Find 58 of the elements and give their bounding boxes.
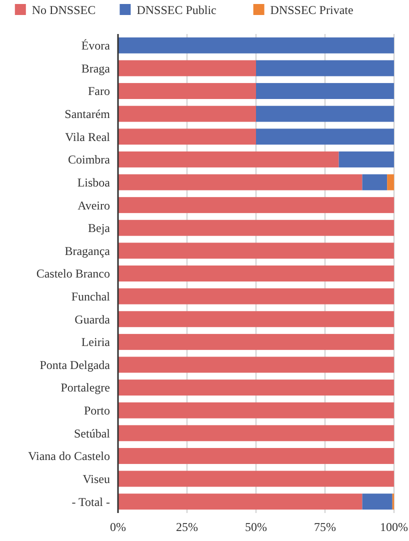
y-tick-label: Braga	[81, 61, 111, 76]
x-tick-label: 25%	[176, 520, 198, 534]
bar	[118, 220, 394, 236]
bar	[256, 106, 394, 122]
bar	[118, 37, 394, 54]
bar	[387, 174, 394, 190]
y-tick-label: Ponta Delgada	[40, 358, 111, 372]
y-tick-label: Bragança	[64, 244, 111, 258]
x-tick-label: 50%	[245, 520, 267, 534]
bar	[118, 448, 394, 464]
y-tick-label: Setúbal	[74, 426, 111, 440]
y-tick-label: Aveiro	[78, 198, 110, 212]
y-tick-label: Portalegre	[60, 380, 110, 395]
bar	[118, 106, 256, 122]
bar	[118, 470, 394, 487]
bar	[118, 60, 256, 76]
bar	[118, 356, 394, 373]
x-tick-label: 0%	[110, 520, 126, 534]
bar	[118, 151, 339, 168]
bar	[118, 334, 394, 350]
y-tick-label: Santarém	[64, 107, 111, 122]
y-tick-label: Viseu	[82, 472, 110, 486]
bar	[118, 425, 394, 442]
bar	[256, 128, 394, 145]
y-tick-label: Vila Real	[65, 130, 111, 144]
legend-label: DNSSEC Private	[270, 3, 354, 17]
bar	[118, 174, 362, 190]
legend-label: No DNSSEC	[32, 3, 96, 17]
bar	[118, 242, 394, 259]
bar	[118, 494, 362, 510]
y-tick-label: Funchal	[71, 290, 111, 304]
bar	[362, 174, 388, 190]
y-tick-label: Coimbra	[68, 152, 111, 167]
x-tick-label: 100%	[380, 520, 408, 534]
bar	[118, 380, 394, 396]
y-tick-label: Évora	[81, 38, 111, 53]
bar	[118, 197, 394, 214]
bar	[118, 288, 394, 304]
y-tick-label: Leiria	[81, 335, 111, 350]
bar	[362, 494, 392, 510]
y-tick-label: Faro	[88, 84, 110, 98]
x-tick-label: 75%	[314, 520, 336, 534]
bar	[256, 83, 394, 100]
y-tick-label: Viana do Castelo	[28, 449, 110, 464]
bar	[118, 266, 394, 282]
legend-label: DNSSEC Public	[136, 3, 216, 17]
y-tick-label: - Total -	[72, 494, 110, 509]
y-tick-label: Guarda	[74, 312, 111, 326]
bar	[118, 402, 394, 418]
bar	[118, 83, 256, 100]
bar	[118, 311, 394, 328]
y-tick-label: Beja	[88, 221, 111, 236]
y-tick-label: Lisboa	[77, 175, 111, 190]
bar	[338, 151, 394, 168]
bar	[256, 60, 394, 76]
y-tick-label: Castelo Branco	[36, 266, 110, 281]
y-tick-label: Porto	[84, 404, 110, 418]
bar	[118, 128, 256, 145]
